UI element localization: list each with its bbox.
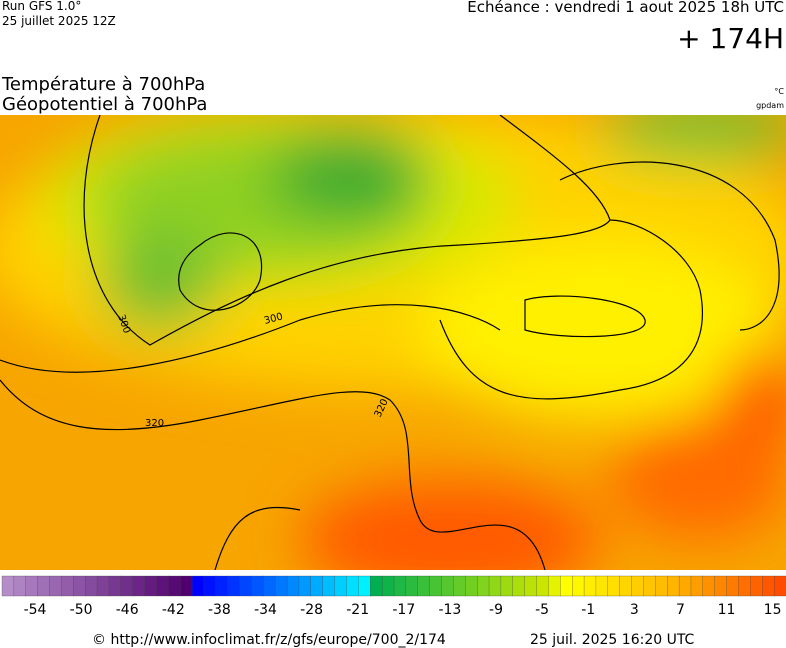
color-swatch	[370, 575, 383, 597]
colorbar-label: 11	[718, 602, 736, 618]
color-swatch	[298, 575, 312, 597]
colorbar-label: 15	[764, 602, 782, 618]
color-swatch	[631, 575, 644, 597]
contour-label: 300	[263, 311, 284, 327]
color-swatch	[120, 575, 134, 597]
lead-time: + 174H	[677, 22, 784, 55]
colorbar-label: -34	[254, 602, 277, 618]
color-swatch	[156, 575, 169, 597]
color-swatch	[227, 575, 241, 597]
colorbar: -54 -50 -46 -42 -38 -34 -28 -21 -17 -13 -9 -5 -1 3 7 11…	[1, 575, 786, 618]
colorbar-label: -13	[438, 602, 461, 618]
color-swatch	[738, 575, 751, 597]
color-swatch	[381, 575, 395, 597]
timestamp: 25 juil. 2025 16:20 UTC	[530, 632, 695, 648]
color-swatch	[61, 575, 74, 597]
color-swatch	[263, 575, 276, 597]
color-swatch	[13, 575, 27, 597]
color-swatch	[203, 575, 217, 597]
source-url: © http://www.infoclimat.fr/z/gfs/europe/…	[92, 632, 446, 648]
color-swatch	[132, 575, 145, 597]
color-swatch	[1, 575, 15, 597]
color-swatch	[773, 575, 786, 597]
color-swatch	[322, 575, 336, 597]
colorbar-label: -5	[535, 602, 549, 618]
run-date: 25 juillet 2025 12Z	[2, 14, 116, 28]
color-swatch	[73, 575, 86, 597]
color-swatch	[429, 575, 442, 597]
colorbar-label: 7	[676, 602, 685, 618]
colorbar-label: -42	[162, 602, 185, 618]
color-swatch	[655, 575, 668, 597]
color-swatch	[702, 575, 716, 597]
colorbar-label: -50	[70, 602, 93, 618]
color-swatch	[714, 575, 728, 597]
colorbar-label: -38	[208, 602, 231, 618]
colorbar-label: -17	[392, 602, 415, 618]
color-swatch	[310, 575, 324, 597]
color-swatch	[512, 575, 526, 597]
color-swatch	[583, 575, 597, 597]
color-swatch	[346, 575, 359, 597]
color-swatch	[453, 575, 466, 597]
color-swatch	[85, 575, 98, 597]
valid-time: Echéance : vendredi 1 aout 2025 18h UTC	[467, 0, 784, 16]
color-swatch	[667, 575, 680, 597]
color-swatch	[750, 575, 763, 597]
colorbar-label: -1	[581, 602, 595, 618]
color-swatch	[417, 575, 431, 597]
color-swatch	[96, 575, 110, 597]
color-swatch	[275, 575, 288, 597]
color-swatch	[643, 575, 656, 597]
colorbar-label: -54	[24, 602, 47, 618]
color-swatch	[393, 575, 407, 597]
color-swatch	[168, 575, 181, 597]
color-swatch	[690, 575, 704, 597]
color-swatch	[477, 575, 490, 597]
color-swatch	[762, 575, 775, 597]
map: 300 300 320 320	[0, 115, 786, 570]
colorbar-label: -46	[116, 602, 139, 618]
color-swatch	[239, 575, 252, 597]
color-swatch	[560, 575, 573, 597]
contour-label: 320	[145, 418, 164, 429]
colorbar-label: -21	[346, 602, 369, 618]
color-swatch	[524, 575, 537, 597]
color-swatch	[441, 575, 454, 597]
color-swatch	[49, 575, 62, 597]
colorbar-label: 3	[630, 602, 639, 618]
color-swatch	[536, 575, 549, 597]
color-swatch	[108, 575, 122, 597]
color-swatch	[215, 575, 229, 597]
title-geopotential: Géopotentiel à 700hPa	[2, 94, 207, 115]
color-swatch	[619, 575, 633, 597]
unit-geopotential: gpdam	[756, 101, 784, 110]
color-swatch	[500, 575, 514, 597]
color-swatch	[251, 575, 264, 597]
color-swatch	[286, 575, 300, 597]
color-swatch	[180, 575, 193, 597]
colorbar-label: -9	[489, 602, 503, 618]
unit-temperature: °C	[774, 87, 784, 96]
color-swatch	[488, 575, 502, 597]
color-swatch	[678, 575, 692, 597]
color-swatch	[572, 575, 585, 597]
color-swatch	[465, 575, 478, 597]
color-swatch	[726, 575, 739, 597]
color-swatch	[144, 575, 157, 597]
color-swatch	[37, 575, 50, 597]
run: Run GFS 1.0°	[2, 0, 81, 13]
colorbar-label: -28	[300, 602, 323, 618]
color-swatch	[607, 575, 621, 597]
color-swatch	[405, 575, 419, 597]
title-temperature: Température à 700hPa	[1, 74, 205, 95]
color-swatch	[334, 575, 347, 597]
contours	[0, 115, 780, 570]
color-swatch	[548, 575, 561, 597]
color-swatch	[25, 575, 39, 597]
color-swatch	[595, 575, 609, 597]
color-swatch	[358, 575, 371, 597]
color-swatch	[191, 575, 205, 597]
